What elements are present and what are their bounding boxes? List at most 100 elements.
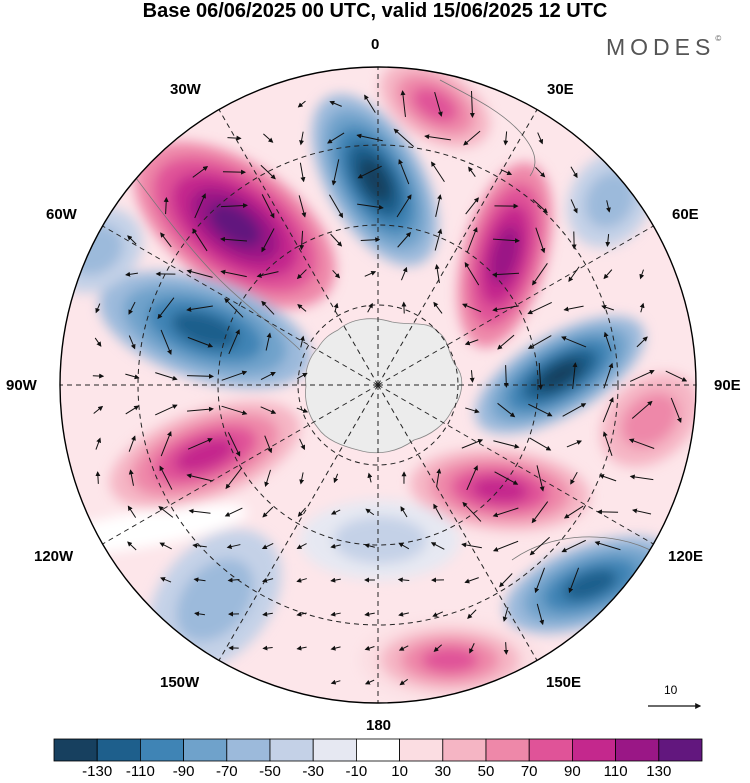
wind-vector	[424, 134, 451, 141]
colorbar-swatch	[312, 738, 357, 762]
colorbar-swatch	[615, 738, 660, 762]
wind-vector	[125, 271, 139, 277]
latitude-circle	[217, 224, 539, 546]
wind-vector	[367, 302, 373, 313]
wind-vector	[628, 438, 655, 449]
wind-vector	[636, 336, 648, 348]
colorbar-swatch	[269, 738, 314, 762]
lon-label-180: 180	[366, 717, 392, 734]
wind-vector	[356, 133, 383, 142]
wind-vector	[160, 232, 172, 248]
wind-vector	[433, 644, 443, 652]
wind-vector	[160, 577, 172, 583]
wind-vector	[434, 264, 440, 284]
wind-vector	[499, 573, 513, 588]
wind-vector	[224, 507, 243, 517]
wind-vector	[665, 370, 688, 382]
wind-vector	[398, 158, 410, 185]
wind-vector	[397, 231, 412, 248]
meridian-line	[377, 219, 665, 386]
colorbar-swatch	[658, 738, 703, 762]
wind-vector	[256, 271, 279, 278]
wind-vector	[220, 269, 247, 278]
wind-vector	[434, 228, 443, 251]
wind-vector	[192, 543, 207, 549]
lon-label-90e: 90E	[714, 377, 741, 394]
wind-vector	[160, 329, 172, 355]
wind-vector	[227, 577, 240, 583]
wind-vector	[330, 611, 341, 617]
colorbar-tick-label: -50	[259, 763, 281, 780]
wind-vector	[493, 440, 520, 449]
wind-vector	[561, 539, 586, 553]
south-america-land	[129, 169, 301, 351]
graticule	[60, 67, 696, 703]
wind-vector	[299, 335, 305, 348]
wind-vector	[465, 407, 480, 414]
lon-label-120w: 120W	[34, 548, 74, 565]
wind-vector	[398, 542, 410, 550]
wind-vector	[527, 301, 552, 315]
wind-vector	[568, 567, 580, 594]
wind-vector	[467, 609, 477, 619]
wind-vector	[365, 508, 375, 516]
wind-vector	[629, 369, 655, 382]
wind-vector	[296, 407, 309, 413]
colorbar-swatch	[485, 738, 530, 762]
wind-vector	[562, 403, 587, 417]
wind-vector	[296, 269, 307, 280]
wind-vector	[603, 362, 614, 389]
wind-vector	[432, 611, 444, 617]
wind-vector	[225, 467, 243, 490]
colorbar-tick-label: -90	[172, 763, 195, 780]
wind-vector	[330, 543, 341, 549]
wind-vector	[186, 373, 214, 379]
anomaly-contour	[412, 87, 458, 123]
wind-vector	[563, 505, 584, 519]
wind-vector	[399, 678, 409, 686]
wind-vector	[497, 334, 515, 350]
wind-vector	[95, 303, 101, 314]
meridian-line	[377, 384, 665, 551]
wind-vector	[534, 567, 546, 594]
wind-vector	[298, 195, 307, 218]
latitude-circle	[137, 144, 619, 626]
wind-vector	[603, 269, 613, 280]
wind-vector	[398, 611, 409, 617]
wind-vector	[364, 94, 376, 113]
wind-vector	[461, 439, 484, 449]
wind-vector	[159, 542, 172, 550]
wind-vector	[396, 194, 412, 218]
wind-vector	[331, 159, 340, 186]
wind-vector	[94, 337, 102, 347]
wind-vector	[264, 435, 273, 454]
wind-vector	[570, 166, 578, 179]
wind-vector	[186, 305, 213, 312]
wind-vector	[629, 474, 654, 481]
meridian-line	[91, 384, 379, 551]
africa-land	[439, 79, 536, 177]
lon-label-30e: 30E	[547, 81, 574, 98]
wind-vector	[572, 362, 578, 389]
wind-vector	[570, 199, 578, 214]
wind-vector	[297, 507, 306, 517]
wind-vector	[537, 132, 544, 145]
colorbar-swatch	[96, 738, 141, 762]
wind-vector	[598, 474, 617, 482]
wind-vector	[492, 272, 520, 278]
wind-vector	[155, 404, 178, 416]
wind-vector	[330, 577, 341, 583]
colorbar-tick-label: 10	[391, 763, 408, 780]
wind-vector	[128, 469, 134, 486]
wind-vector	[570, 471, 578, 485]
wind-vector	[95, 471, 101, 484]
lon-label-150e: 150E	[546, 674, 582, 691]
colorbar-tick-label: -10	[345, 763, 368, 780]
wind-vector	[465, 197, 479, 215]
wind-vector	[463, 130, 481, 146]
lon-label-120e: 120E	[668, 548, 704, 565]
wind-vector	[596, 509, 619, 515]
wind-vector	[333, 302, 339, 313]
colorbar-swatch	[226, 738, 271, 762]
